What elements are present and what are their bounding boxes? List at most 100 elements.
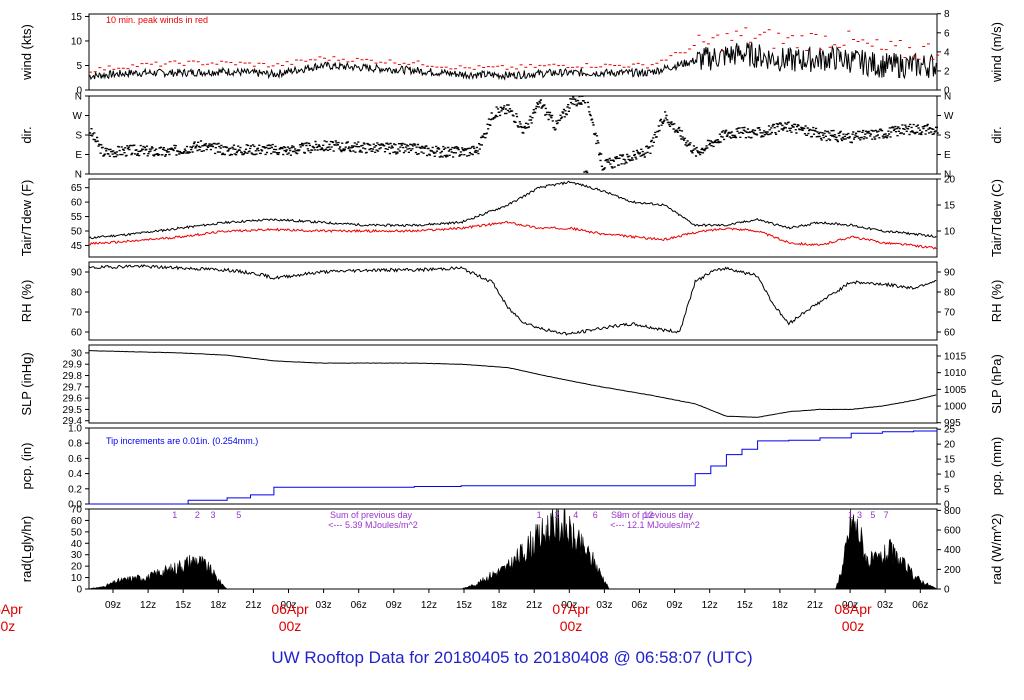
xtick-label: 18z [772,600,788,611]
ytick-label-left: 0 [76,585,82,596]
ytick-label-right: 0 [944,86,950,97]
xtick-label: 18z [491,600,507,611]
ylabel-left-dir: dir. [19,126,34,143]
ytick-label-left: 1.0 [68,424,82,435]
ytick-label-left: 0.8 [68,439,82,450]
ytick-label-right: 0 [944,585,950,596]
sunlight-hour-mark: 6 [593,510,598,520]
ytick-label-left: 29.4 [63,416,83,427]
ytick-label-left: 10 [71,573,83,584]
xtick-label: 15z [456,600,472,611]
ytick-label-right: S [944,131,951,142]
ytick-label-left: 30 [71,348,83,359]
sunlight-hour-mark: 2 [555,510,560,520]
ytick-label-right: 15 [944,455,956,466]
sunlight-hour-mark: 5 [870,510,875,520]
series-slp [88,350,937,418]
series-tdew [88,220,937,250]
xtick-label: 21z [807,600,823,611]
ytick-label-left: 65 [71,183,83,194]
ylabel-left-wind: wind (kts) [19,24,34,81]
ylabel-left-rh: RH (%) [19,280,34,323]
date-label: 05Apr [0,601,23,617]
date-label-time: 00z [0,618,15,634]
ytick-label-right: 2 [944,66,950,77]
ytick-label-right: 1015 [944,351,967,362]
ytick-label-left: 70 [71,308,83,319]
xtick-label: 12z [140,600,156,611]
ytick-label-right: 70 [944,308,956,319]
ytick-label-left: 45 [71,241,83,252]
ytick-label-left: 0 [76,86,82,97]
xtick-label: 09z [105,600,121,611]
sunlight-hour-mark: 7 [884,510,889,520]
sunlight-hour-mark: 9 [617,510,622,520]
ytick-label-left: 0.6 [68,454,82,465]
xtick-label: 00z [280,600,296,611]
wind-annotation: 10 min. peak winds in red [106,15,208,25]
xtick-label: 03z [877,600,893,611]
ytick-label-right: 20 [944,440,956,451]
ytick-label-left: S [75,131,82,142]
xtick-label: 03z [316,600,332,611]
date-label-time: 00z [842,618,865,634]
ylabel-left-rad: rad(Lgly/hr) [19,516,34,582]
ylabel-left-slp: SLP (inHg) [19,352,34,415]
ytick-label-right: 600 [944,526,961,537]
ytick-label-right: 90 [944,268,956,279]
ytick-label-left: W [73,111,83,122]
ytick-label-right: 800 [944,506,961,517]
ytick-label-right: 10 [944,227,956,238]
sunlight-hour-mark: 3 [211,510,216,520]
sunlight-hour-mark: 4 [573,510,578,520]
note-day2-line2: <--- 12.1 MJoules/m^2 [610,520,700,530]
ytick-label-left: 29.5 [63,405,83,416]
date-label-time: 00z [560,618,583,634]
ylabel-right-pcp: pcp. (mm) [989,437,1004,496]
ytick-label-right: 8 [944,9,950,20]
ytick-label-left: E [75,150,82,161]
date-label: 08Apr [834,601,872,617]
ytick-label-right: 200 [944,565,961,576]
xtick-label: 15z [737,600,753,611]
date-label-time: 00z [279,618,302,634]
xtick-label: 12z [421,600,437,611]
xtick-label: 06z [631,600,647,611]
ytick-label-right: W [944,111,954,122]
ylabel-left-temp: Tair/Tdew (F) [19,180,34,257]
ytick-label-right: 1005 [944,385,967,396]
ylabel-left-pcp: pcp. (in) [19,443,34,490]
ytick-label-left: 30 [71,550,83,561]
ytick-label-right: 5 [944,485,950,496]
ylabel-right-rad: rad (W/m^2) [989,513,1004,584]
series-radiation-day2 [461,508,610,590]
ytick-label-left: 90 [71,268,83,279]
ytick-label-left: 50 [71,527,83,538]
ytick-label-right: 20 [944,175,956,186]
ytick-label-right: 4 [944,47,950,58]
ytick-label-left: 55 [71,212,83,223]
ytick-label-left: 80 [71,288,83,299]
series-radiation-day1 [86,554,228,590]
ylabel-right-temp: Tair/Tdew (C) [989,179,1004,257]
ytick-label-right: 60 [944,328,956,339]
series-tair [88,180,937,240]
ytick-label-left: 29.6 [63,394,83,405]
series-radiation-day3 [835,508,938,590]
sunlight-hour-mark: 3 [857,510,862,520]
ytick-label-left: 60 [71,198,83,209]
sunlight-hour-mark: 5 [236,510,241,520]
ytick-label-right: 1000 [944,402,967,413]
chart-title: UW Rooftop Data for 20180405 to 20180408… [271,648,753,667]
ytick-label-right: 80 [944,288,956,299]
ytick-label-left: 0.4 [68,469,82,480]
xtick-label: 03z [596,600,612,611]
ytick-label-left: 0.2 [68,484,82,495]
ytick-label-left: 29.7 [63,382,83,393]
ytick-label-left: N [75,170,82,181]
xtick-label: 21z [245,600,261,611]
series-wind-direction [89,95,939,174]
ytick-label-left: 29.8 [63,371,83,382]
series-wind-mean [88,42,937,81]
